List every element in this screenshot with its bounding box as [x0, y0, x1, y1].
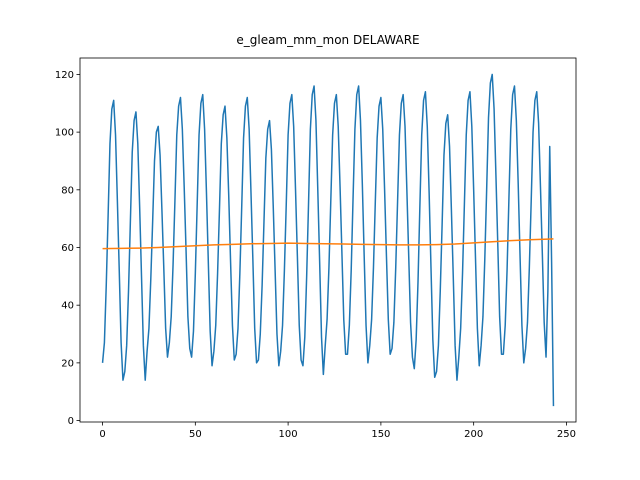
y-tick-label: 100 [55, 128, 74, 139]
plot-frame [79, 57, 577, 423]
data-line [102, 238, 554, 250]
x-tick-label: 50 [189, 429, 202, 440]
y-tick-label: 80 [61, 185, 74, 196]
x-tick-label: 250 [557, 429, 576, 440]
data-line [101, 73, 555, 407]
chart-title: e_gleam_mm_mon DELAWARE [236, 33, 419, 47]
x-tick-label: 200 [464, 429, 483, 440]
x-tick-label: 0 [99, 429, 105, 440]
y-tick-label: 60 [61, 243, 74, 254]
y-tick-label: 0 [68, 416, 74, 427]
x-tick-label: 100 [279, 429, 298, 440]
y-tick-label: 20 [61, 358, 74, 369]
y-tick-label: 40 [61, 301, 74, 312]
x-tick-label: 150 [371, 429, 390, 440]
y-tick-label: 120 [55, 70, 74, 81]
